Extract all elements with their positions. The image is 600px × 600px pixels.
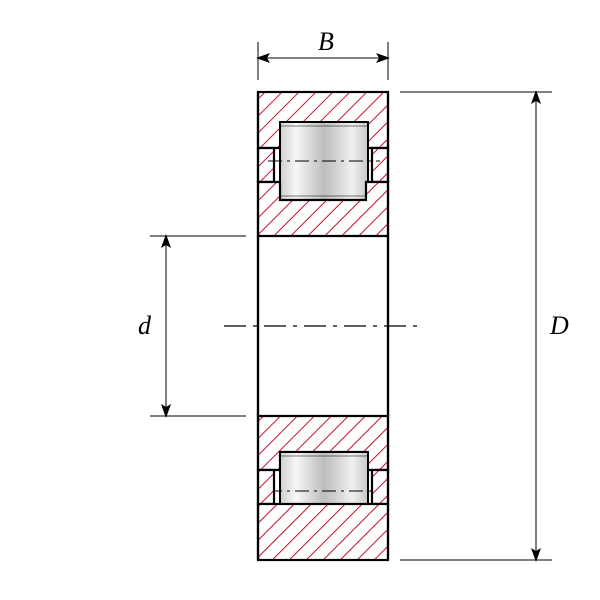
label-b: B <box>318 27 334 56</box>
outer-ring-bottom <box>258 504 388 560</box>
roller-top <box>268 122 380 200</box>
label-d: d <box>138 311 152 340</box>
dimension-b: B <box>258 27 388 80</box>
bearing-cross-section-diagram: B d D <box>0 0 600 600</box>
dimension-D: D <box>400 92 569 560</box>
label-D: D <box>549 311 569 340</box>
